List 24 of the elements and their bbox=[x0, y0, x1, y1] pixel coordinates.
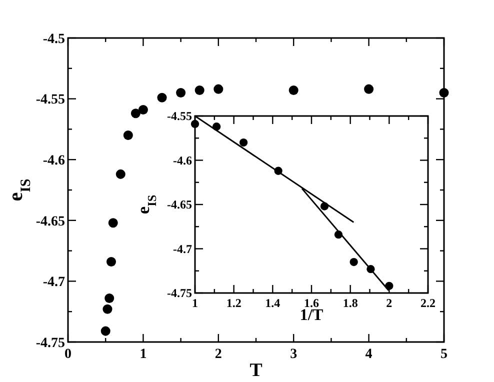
y-tick-label: -4.65 bbox=[167, 198, 192, 212]
y-tick-label: -4.75 bbox=[36, 336, 65, 351]
y-tick-label: -4.55 bbox=[167, 109, 192, 124]
x-tick-label: 1.4 bbox=[265, 296, 280, 310]
y-tick-label: -4.65 bbox=[36, 214, 65, 230]
x-tick-label: 2 bbox=[214, 347, 222, 362]
x-axis-title: T bbox=[250, 360, 263, 381]
x-tick-label: 2.2 bbox=[420, 296, 436, 310]
x-tick-label: 1.8 bbox=[342, 296, 358, 310]
y-tick-label: -4.6 bbox=[173, 153, 192, 168]
x-tick-label: 2 bbox=[386, 296, 392, 310]
y-tick-label: -4.6 bbox=[42, 154, 65, 168]
y-tick-label: -4.55 bbox=[36, 92, 65, 108]
y-tick-label: -4.75 bbox=[167, 286, 192, 300]
y-tick-label: -4.7 bbox=[42, 275, 65, 290]
x-tick-label: 1 bbox=[192, 296, 198, 310]
x-tick-label: 1 bbox=[140, 347, 147, 362]
x-tick-label: 4 bbox=[365, 347, 372, 362]
x-tick-label: 1.2 bbox=[226, 296, 242, 310]
y-tick-label: -4.5 bbox=[42, 32, 65, 47]
x-tick-label: 0 bbox=[64, 347, 72, 362]
x-tick-label: 5 bbox=[440, 347, 448, 362]
y-tick-label: -4.7 bbox=[173, 242, 192, 256]
x-tick-label: 3 bbox=[290, 347, 298, 362]
